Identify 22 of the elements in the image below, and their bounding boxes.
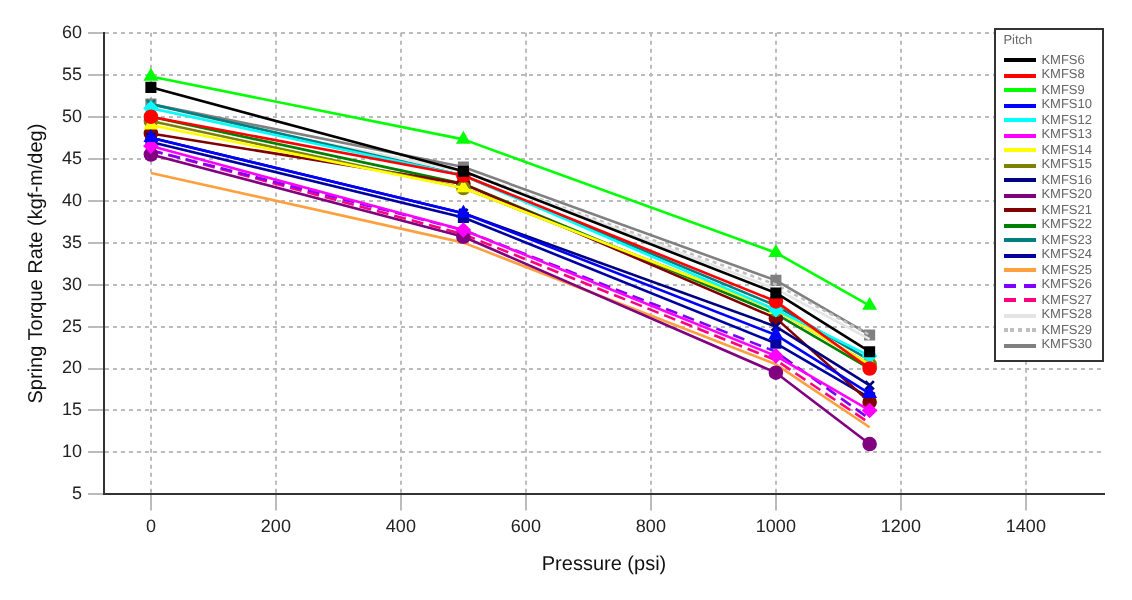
y-tick-label: 5 bbox=[71, 483, 83, 504]
x-tick-label: 0 bbox=[145, 516, 156, 537]
y-tick-label: 10 bbox=[61, 441, 83, 462]
x-tick-label: 1200 bbox=[880, 516, 921, 537]
y-axis-title: Spring Torque Rate (kgf-m/deg) bbox=[25, 123, 48, 404]
y-tick-label: 60 bbox=[61, 21, 83, 42]
x-tick-label: 1400 bbox=[1005, 516, 1046, 537]
y-tick-label: 25 bbox=[61, 315, 83, 336]
y-tick-label: 20 bbox=[61, 357, 83, 378]
y-tick-label: 30 bbox=[61, 273, 83, 294]
y-tick-label: 45 bbox=[61, 147, 83, 168]
y-tick-label: 50 bbox=[61, 105, 83, 126]
y-tick-label: 35 bbox=[61, 231, 83, 252]
x-tick-label: 1000 bbox=[755, 516, 796, 537]
x-tick-label: 200 bbox=[260, 516, 291, 537]
y-tick-label: 40 bbox=[61, 189, 83, 210]
x-tick-label: 600 bbox=[510, 516, 541, 537]
x-tick-label: 400 bbox=[385, 516, 416, 537]
x-axis-title: Pressure (psi) bbox=[541, 553, 667, 576]
x-tick-label: 800 bbox=[635, 516, 666, 537]
y-tick-label: 15 bbox=[61, 399, 83, 420]
y-tick-label: 55 bbox=[61, 63, 83, 84]
